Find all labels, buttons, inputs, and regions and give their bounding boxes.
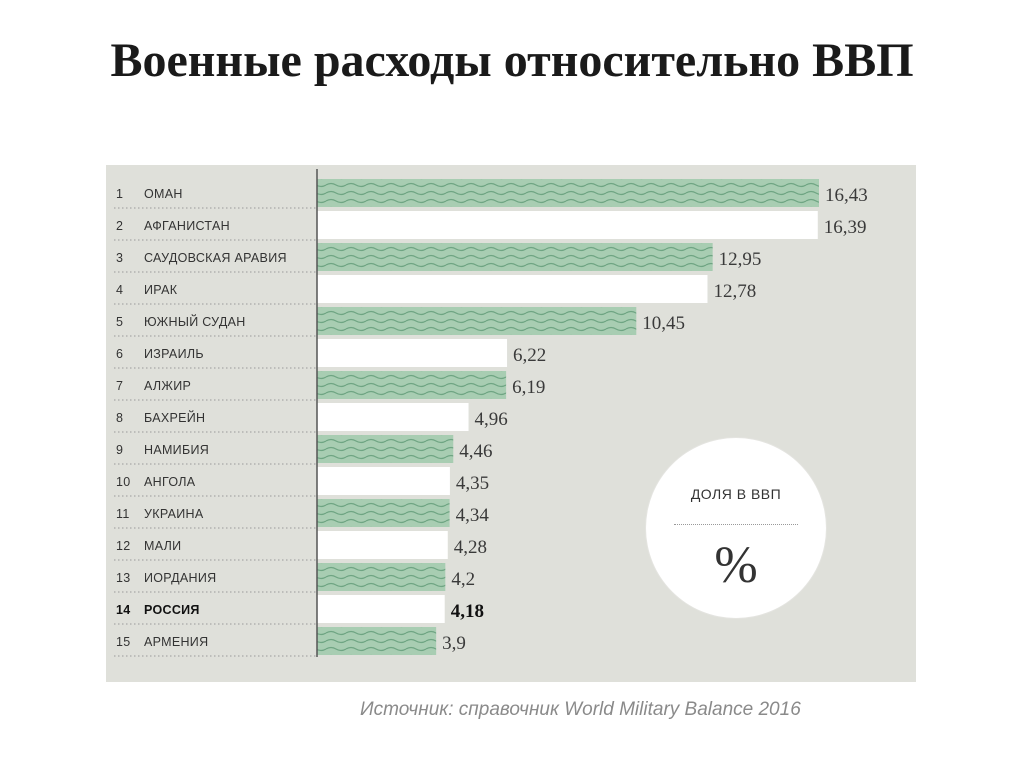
rank-label: 12 xyxy=(116,539,131,553)
category-label: БАХРЕЙН xyxy=(144,410,205,425)
rank-label: 3 xyxy=(116,251,123,265)
bar xyxy=(317,275,708,303)
bar xyxy=(317,435,454,463)
bar xyxy=(317,531,448,559)
value-label: 4,96 xyxy=(475,409,508,430)
rank-label: 15 xyxy=(116,635,131,649)
category-label: ИРАК xyxy=(144,283,178,297)
value-label: 16,43 xyxy=(825,185,868,206)
category-label: ОМАН xyxy=(144,187,183,201)
rank-label: 13 xyxy=(116,571,131,585)
bar xyxy=(317,467,450,495)
value-label: 4,18 xyxy=(451,601,484,622)
value-label: 4,46 xyxy=(459,441,492,462)
value-label: 4,28 xyxy=(454,537,487,558)
rank-label: 4 xyxy=(116,283,123,297)
bar xyxy=(317,211,818,239)
value-label: 3,9 xyxy=(442,633,466,654)
bar xyxy=(317,563,446,591)
unit-badge-divider xyxy=(674,524,798,525)
value-label: 12,78 xyxy=(713,281,756,302)
bar-chart: 1 ОМАН 16,43 2 АФГАНИСТАН 16,39 3 САУДОВСКАЯ АР… xyxy=(114,169,868,657)
category-label: АРМЕНИЯ xyxy=(144,635,208,649)
rank-label: 10 xyxy=(116,475,131,489)
value-label: 6,22 xyxy=(513,345,546,366)
rank-label: 6 xyxy=(116,347,123,361)
chart-panel: 1 ОМАН 16,43 2 АФГАНИСТАН 16,39 3 САУДОВСКАЯ АР… xyxy=(106,165,916,682)
category-label: АФГАНИСТАН xyxy=(144,219,230,233)
value-label: 4,2 xyxy=(451,569,475,590)
bar xyxy=(317,339,508,367)
bar xyxy=(317,627,437,655)
category-label: УКРАИНА xyxy=(144,507,204,521)
unit-badge: ДОЛЯ В ВВП % xyxy=(646,438,826,618)
category-label: ЮЖНЫЙ СУДАН xyxy=(144,314,246,329)
category-label: РОССИЯ xyxy=(144,603,200,617)
category-label: ИОРДАНИЯ xyxy=(144,571,216,585)
category-label: ИЗРАИЛЬ xyxy=(144,347,204,361)
category-label: НАМИБИЯ xyxy=(144,443,209,457)
value-label: 12,95 xyxy=(719,249,762,270)
bar xyxy=(317,403,469,431)
value-label: 16,39 xyxy=(824,217,867,238)
unit-badge-label: ДОЛЯ В ВВП xyxy=(690,486,782,502)
bar xyxy=(317,371,507,399)
rank-label: 7 xyxy=(116,379,123,393)
category-label: АНГОЛА xyxy=(144,475,196,489)
source-note: Источник: справочник World Military Bala… xyxy=(360,699,801,720)
value-label: 10,45 xyxy=(642,313,685,334)
bar xyxy=(317,595,445,623)
rank-label: 2 xyxy=(116,219,123,233)
rank-label: 14 xyxy=(116,603,131,617)
bar xyxy=(317,499,450,527)
rank-label: 11 xyxy=(116,507,130,521)
rank-label: 8 xyxy=(116,411,123,425)
rank-label: 9 xyxy=(116,443,123,457)
rank-label: 1 xyxy=(116,187,123,201)
bar xyxy=(317,179,819,207)
category-label: МАЛИ xyxy=(144,539,181,553)
bar xyxy=(317,243,713,271)
category-label: САУДОВСКАЯ АРАВИЯ xyxy=(144,251,287,265)
value-label: 4,35 xyxy=(456,473,489,494)
category-label: АЛЖИР xyxy=(144,379,191,393)
page-title: Военные расходы относительно ВВП xyxy=(110,34,914,87)
rank-label: 5 xyxy=(116,315,123,329)
bar xyxy=(317,307,637,335)
value-label: 6,19 xyxy=(512,377,545,398)
percent-symbol: % xyxy=(714,537,758,594)
value-label: 4,34 xyxy=(456,505,490,526)
